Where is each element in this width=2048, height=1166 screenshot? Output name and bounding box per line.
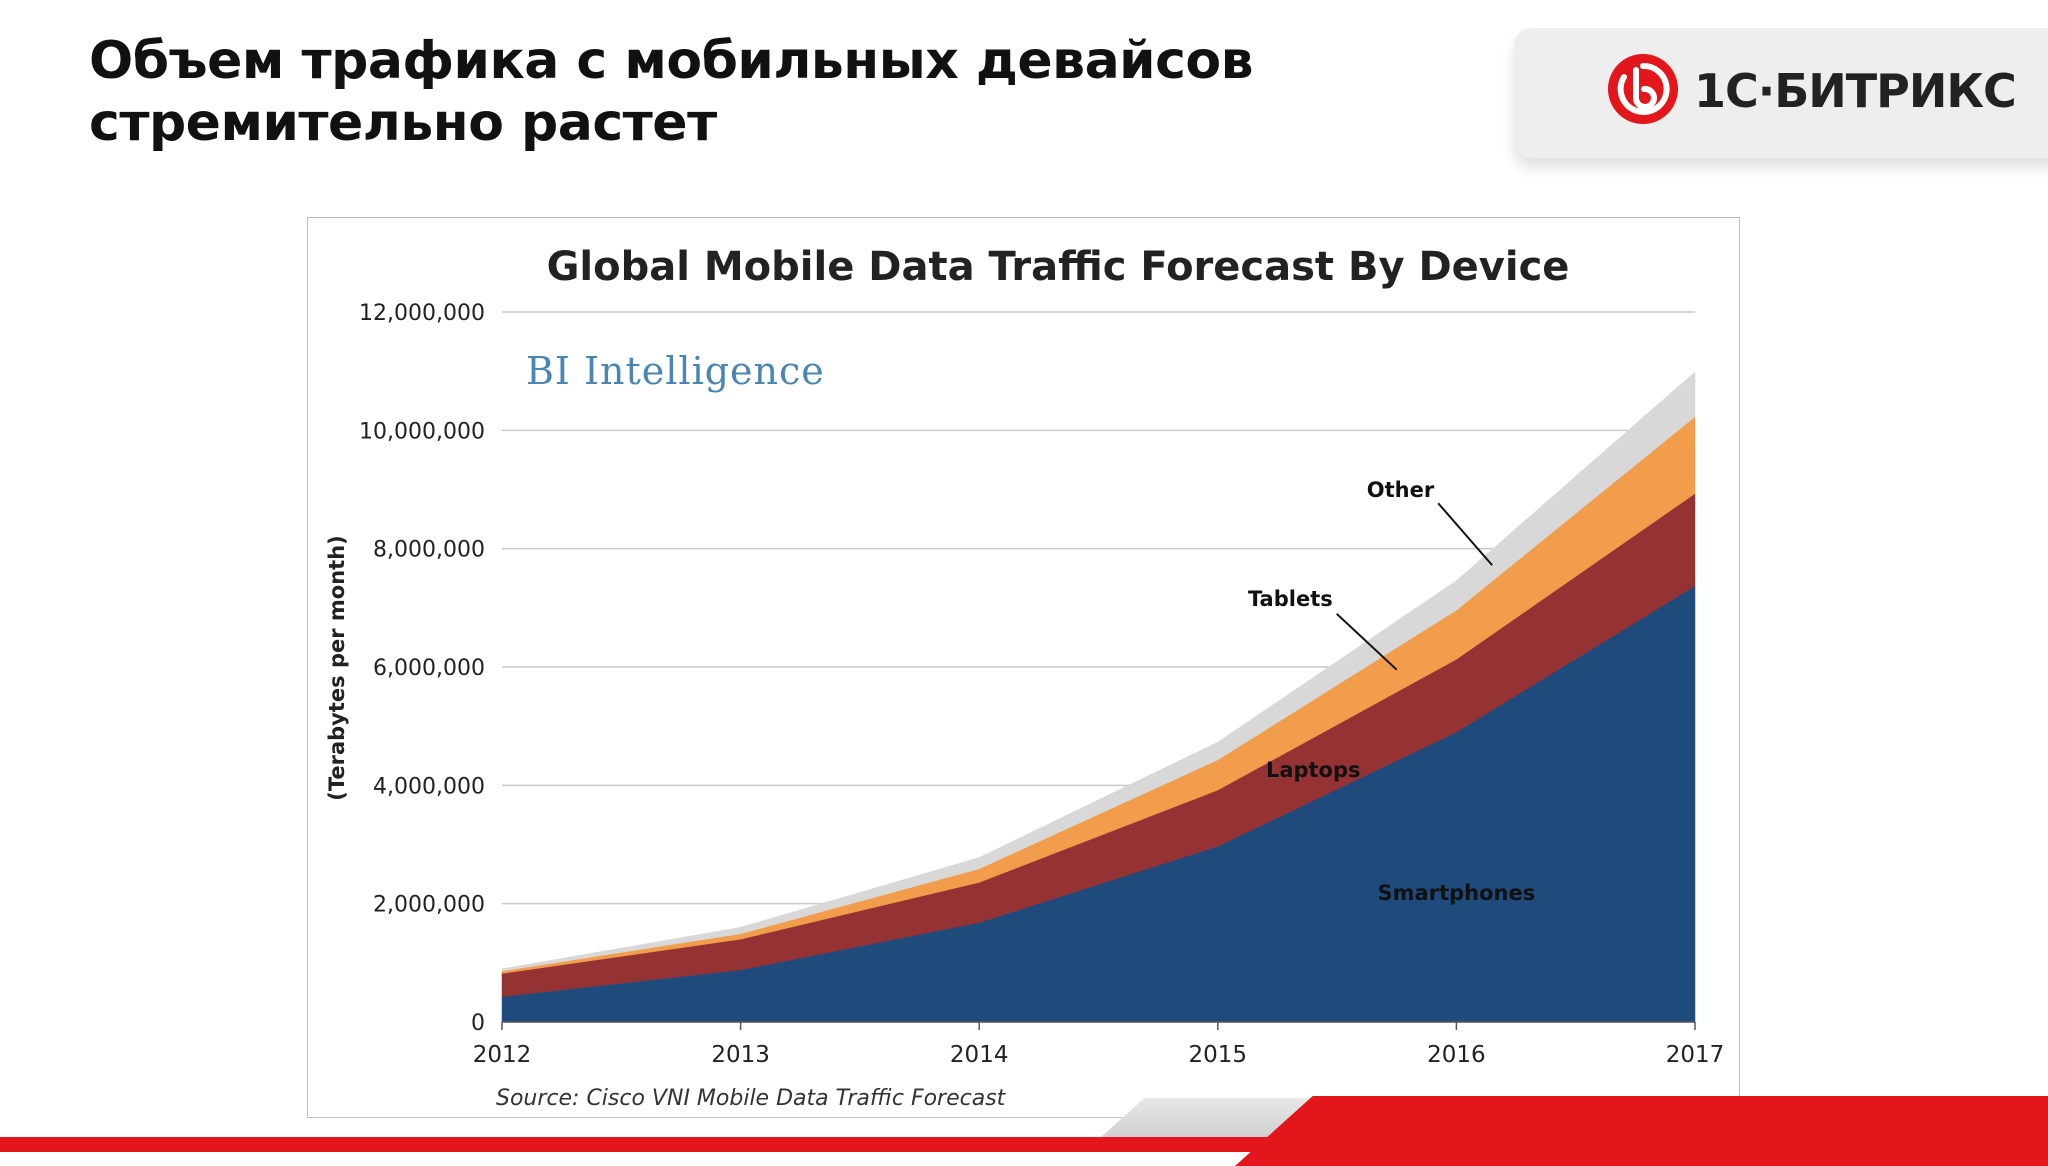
slide-title: Объем трафика с мобильных девайсов стреми… [89, 30, 1254, 154]
bi-intelligence-watermark: BI Intelligence [526, 349, 825, 393]
traffic-forecast-chart: 0 2,000,000 4,000,000 6,000,000 8,000,000 10,… [325, 244, 1724, 1111]
annotation-tablets: Tablets [1248, 587, 1333, 611]
chart-frame: 0 2,000,000 4,000,000 6,000,000 8,000,000 10,… [307, 217, 1740, 1118]
bitrix-logo-icon [1608, 54, 1678, 124]
x-tick-label: 2014 [950, 1042, 1009, 1068]
x-tick-label: 2017 [1666, 1042, 1725, 1068]
y-tick-label: 12,000,000 [359, 301, 485, 326]
footer-red-line [0, 1137, 2048, 1152]
chart-title: Global Mobile Data Traffic Forecast By D… [547, 244, 1570, 290]
axis-layer: 0 2,000,000 4,000,000 6,000,000 8,000,000 10,… [359, 301, 1724, 1068]
y-tick-label: 4,000,000 [373, 774, 485, 799]
y-tick-label: 2,000,000 [373, 893, 485, 918]
x-tick-label: 2012 [473, 1042, 532, 1068]
footer-red-block [1235, 1096, 2048, 1166]
logo-text: 1С·БИТРИКС [1694, 64, 2017, 118]
area-other [501, 371, 1696, 972]
annotation-laptops: Laptops [1266, 758, 1361, 782]
y-tick-label: 6,000,000 [373, 656, 485, 681]
y-tick-label: 8,000,000 [373, 538, 485, 563]
annotation-other: Other [1367, 478, 1435, 502]
logo-panel: 1С·БИТРИКС [1514, 28, 2048, 158]
slide-title-line-1: Объем трафика с мобильных девайсов [89, 31, 1254, 91]
x-tick-label: 2016 [1427, 1042, 1486, 1068]
label-layer: Smartphones Laptops Tablets Other [1248, 478, 1535, 905]
y-axis-label: (Terabytes per month) [325, 535, 349, 801]
source-note: Source: Cisco VNI Mobile Data Traffic Fo… [496, 1086, 1007, 1111]
annotation-smartphones: Smartphones [1378, 881, 1536, 905]
y-tick-label: 10,000,000 [359, 419, 485, 444]
x-tick-label: 2013 [711, 1042, 770, 1068]
slide-title-line-2: стремительно растет [89, 93, 717, 153]
y-tick-label: 0 [471, 1011, 485, 1036]
x-tick-label: 2015 [1189, 1042, 1248, 1068]
annotation-other-leader [1437, 502, 1493, 566]
annotation-tablets-leader [1336, 613, 1398, 671]
area-layer [501, 371, 1696, 1023]
